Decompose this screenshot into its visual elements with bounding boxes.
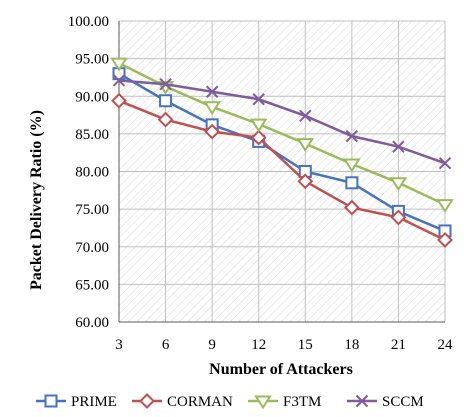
legend-label: PRIME	[71, 394, 117, 410]
legend-marker	[355, 394, 369, 408]
legend-label: CORMAN	[167, 394, 233, 410]
y-tick-label: 65.00	[75, 277, 109, 293]
y-tick-label: 90.00	[75, 89, 109, 105]
x-tick-label: 6	[162, 337, 170, 353]
x-axis-label: Number of Attackers	[209, 361, 353, 378]
legend-marker	[254, 395, 272, 410]
data-point	[299, 109, 312, 123]
data-point	[205, 85, 219, 98]
y-axis-ticks: 60.00 65.00 70.00 75.00 80.00 85.00 90.00 95.00…	[68, 14, 109, 331]
data-point	[250, 129, 267, 146]
y-tick-label: 75.00	[75, 202, 109, 218]
x-tick-label: 21	[391, 337, 406, 353]
y-tick-label: 70.00	[75, 240, 109, 256]
x-tick-label: 24	[438, 337, 454, 353]
x-tick-label: 9	[208, 337, 216, 353]
x-tick-label: 15	[298, 337, 313, 353]
data-point	[112, 74, 126, 87]
y-axis-label: Packet Delivery Ratio (%)	[28, 110, 45, 290]
legend-item-f3tm: F3TM	[248, 394, 321, 410]
data-point	[159, 78, 172, 91]
data-point	[157, 111, 174, 128]
legend-label: F3TM	[283, 394, 321, 410]
series-line	[118, 99, 446, 242]
y-tick-label: 95.00	[75, 52, 109, 68]
y-tick-label: 85.00	[75, 127, 109, 143]
data-point	[389, 177, 408, 192]
data-point	[111, 92, 127, 109]
series-line	[118, 79, 446, 165]
y-tick-label: 60.00	[75, 315, 109, 331]
data-series	[110, 57, 454, 248]
y-tick-label: 80.00	[75, 165, 109, 181]
x-tick-label: 12	[251, 337, 266, 353]
legend-label: SCCM	[382, 394, 424, 410]
data-point	[296, 138, 315, 153]
data-point	[249, 118, 268, 133]
legend-item-sccm: SCCM	[347, 394, 424, 410]
x-axis-ticks: 3 6 9 12 15 18 21 24	[115, 337, 453, 353]
data-point	[343, 158, 361, 173]
x-tick-label: 18	[344, 337, 359, 353]
data-point	[159, 94, 173, 108]
data-point	[436, 199, 454, 213]
data-point	[345, 129, 359, 143]
legend-item-prime: PRIME	[36, 394, 117, 410]
data-point	[297, 173, 314, 190]
legend-marker	[139, 393, 155, 409]
legend-marker	[44, 394, 58, 408]
data-point	[343, 199, 360, 216]
series-corman	[111, 92, 453, 248]
legend: PRIME CORMAN F3TM SCCM	[36, 393, 424, 410]
data-point	[204, 123, 221, 140]
data-point	[392, 140, 405, 153]
x-tick-label: 3	[115, 337, 123, 353]
data-point	[437, 232, 453, 248]
series-line	[118, 72, 446, 233]
data-point	[438, 157, 452, 170]
data-point	[203, 101, 221, 116]
legend-item-corman: CORMAN	[132, 393, 233, 410]
y-tick-label: 100.00	[68, 14, 109, 30]
series-line	[118, 62, 446, 206]
data-point	[110, 57, 128, 72]
data-point	[345, 176, 359, 190]
data-point	[390, 209, 407, 226]
data-point	[252, 93, 265, 106]
series-sccm	[112, 74, 452, 170]
